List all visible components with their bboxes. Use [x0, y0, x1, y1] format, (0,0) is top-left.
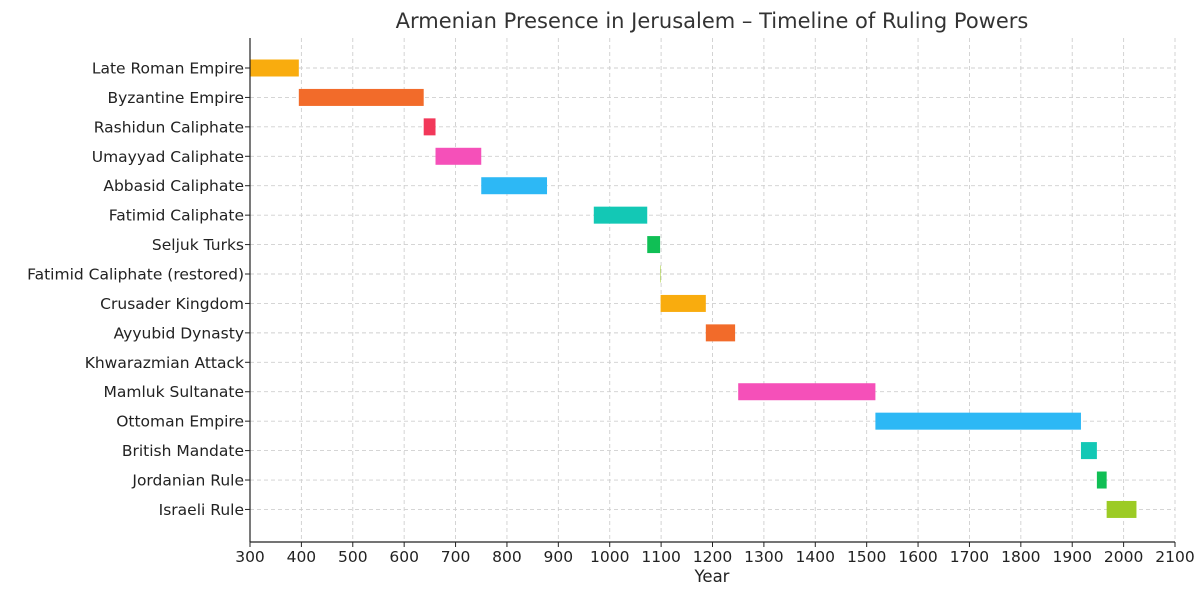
- bar-fatimid-caliphate: [593, 206, 648, 224]
- bar-rashidun-caliphate: [423, 118, 436, 136]
- category-label: Ottoman Empire: [116, 413, 244, 431]
- grid-layer: [249, 38, 1176, 542]
- x-tick-label: 1000: [590, 548, 629, 566]
- x-axis-title: Year: [694, 567, 730, 586]
- x-tick-label: 400: [287, 548, 317, 566]
- bar-british-mandate: [1080, 442, 1097, 460]
- x-tick-label: 800: [492, 548, 522, 566]
- axis-layer: 300 400 500 600 700 800 900 1000 1100 1200 1300 140…: [27, 38, 1195, 566]
- x-tick-label: 1600: [898, 548, 937, 566]
- bar-umayyad-caliphate: [435, 147, 482, 165]
- x-tick-label: 1800: [1001, 548, 1040, 566]
- category-label: Late Roman Empire: [92, 60, 244, 78]
- x-tick-label: 1500: [847, 548, 886, 566]
- category-label: Crusader Kingdom: [100, 295, 244, 313]
- x-tick-label: 1700: [950, 548, 989, 566]
- x-tick-label: 2100: [1155, 548, 1194, 566]
- x-tick-label: 600: [389, 548, 419, 566]
- x-tick-label: 1200: [693, 548, 732, 566]
- bar-israeli-rule: [1106, 500, 1137, 518]
- x-tick-label: 1900: [1052, 548, 1091, 566]
- x-tick-label: 1100: [641, 548, 680, 566]
- category-label: British Mandate: [122, 442, 244, 460]
- category-label: Ayyubid Dynasty: [114, 324, 244, 342]
- bar-fatimid-caliphate-restored: [660, 265, 661, 283]
- x-tick-label: 2000: [1104, 548, 1143, 566]
- category-label: Fatimid Caliphate: [109, 207, 244, 225]
- category-label: Seljuk Turks: [152, 236, 244, 254]
- category-label: Khwarazmian Attack: [85, 354, 244, 372]
- x-tick-label: 1400: [796, 548, 835, 566]
- bar-jordanian-rule: [1096, 471, 1107, 489]
- x-tick-label: 1300: [744, 548, 783, 566]
- bar-abbasid-caliphate: [481, 177, 548, 195]
- category-label: Jordanian Rule: [131, 472, 244, 490]
- category-label: Byzantine Empire: [107, 89, 244, 107]
- bar-seljuk-turks: [647, 236, 661, 254]
- category-label: Mamluk Sultanate: [104, 383, 244, 401]
- x-tick-label: 500: [338, 548, 368, 566]
- bar-crusader-kingdom: [660, 294, 706, 312]
- category-label: Abbasid Caliphate: [103, 177, 244, 195]
- category-label: Umayyad Caliphate: [92, 148, 244, 166]
- bar-layer: [250, 59, 1137, 518]
- category-label: Israeli Rule: [159, 501, 244, 519]
- bar-mamluk-sultanate: [738, 383, 876, 401]
- bar-ottoman-empire: [875, 412, 1081, 430]
- chart-title: Armenian Presence in Jerusalem – Timelin…: [396, 9, 1029, 33]
- bar-late-roman-empire: [250, 59, 299, 77]
- x-tick-label: 300: [235, 548, 265, 566]
- bar-byzantine-empire: [298, 88, 424, 106]
- x-tick-label: 700: [441, 548, 471, 566]
- category-label: Rashidun Caliphate: [94, 118, 244, 136]
- x-tick-label: 900: [544, 548, 574, 566]
- bar-ayyubid-dynasty: [705, 324, 736, 342]
- category-label: Fatimid Caliphate (restored): [27, 266, 244, 284]
